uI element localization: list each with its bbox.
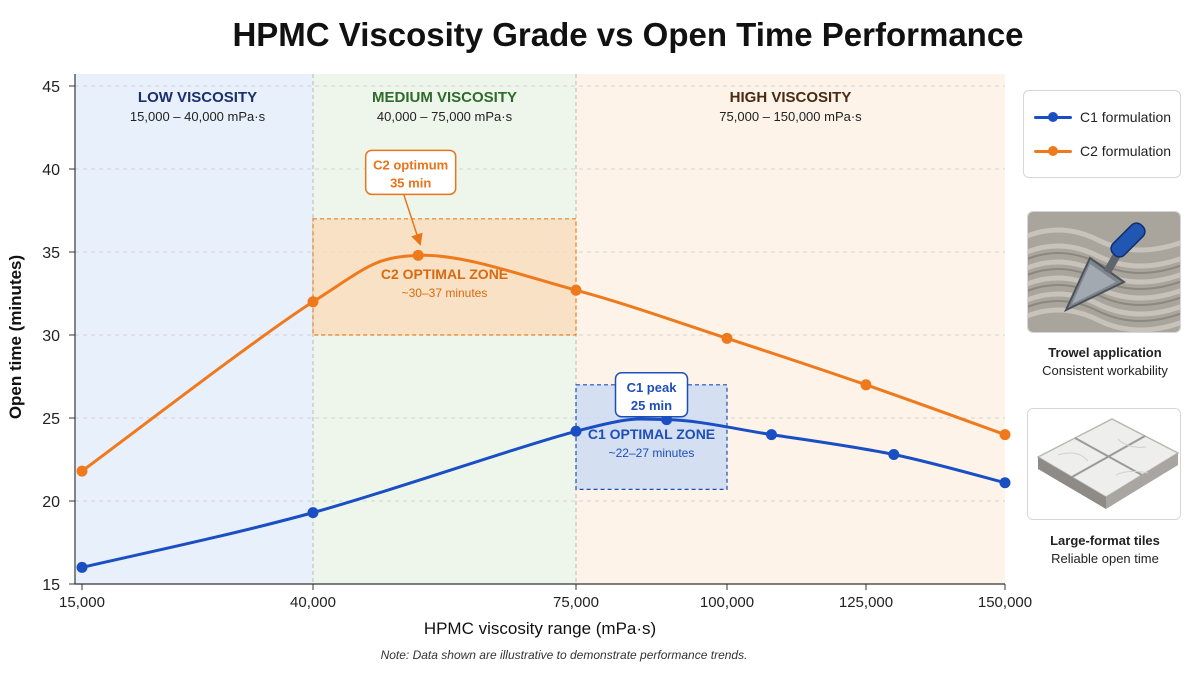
y-tick-label-20: 20 (42, 494, 60, 511)
legend-label-c1: C1 formulation (1080, 109, 1172, 125)
x-tick-label-40000: 40,000 (290, 594, 336, 611)
x-tick-label-125000: 125,000 (839, 594, 893, 611)
region-1-label: LOW VISCOSITY (138, 89, 257, 106)
legend: C1 formulation C2 formulation (1023, 90, 1181, 178)
trowel-card (1027, 211, 1181, 333)
y-tick-label-25: 25 (42, 411, 60, 428)
x-tick-label-15000: 15,000 (59, 594, 105, 611)
legend-label-c2: C2 formulation (1080, 143, 1172, 159)
trowel-caption-subtitle: Consistent workability (1042, 363, 1168, 378)
y-axis-label: Open time (minutes) (6, 255, 25, 419)
region-backgrounds: LOW VISCOSITY 15,000 – 40,000 mPa·s MEDIUM… (76, 74, 1005, 584)
tiles-icon (1028, 409, 1180, 519)
region-3-range: 75,000 – 150,000 mPa·s (719, 109, 862, 124)
region-1-range: 15,000 – 40,000 mPa·s (130, 109, 266, 124)
callouts: C2 optimum 35 min C1 peak 25 min (364, 149, 689, 418)
tiles-caption-title: Large-format tiles (1050, 533, 1160, 548)
tiles-caption-subtitle: Reliable open time (1051, 551, 1159, 566)
c1-callout-value: 25 min (631, 398, 672, 413)
c2-callout-value: 35 min (390, 175, 431, 190)
c2-zone-label: C2 OPTIMAL ZONE (381, 266, 508, 282)
legend-swatch-c2 (1034, 141, 1072, 161)
c1-point-1 (76, 561, 88, 573)
y-tick-label-15: 15 (42, 577, 60, 594)
c2-point-4 (570, 284, 582, 296)
y-tick-label-35: 35 (42, 245, 60, 262)
c1-point-6 (888, 449, 900, 461)
x-axis-label: HPMC viscosity range (mPa·s) (424, 619, 656, 638)
c2-point-6 (860, 379, 872, 391)
c1-point-7 (999, 477, 1011, 489)
legend-item-c2: C2 formulation (1034, 141, 1171, 161)
c1-callout-box (614, 372, 689, 418)
trowel-caption: Trowel application Consistent workabilit… (1010, 345, 1200, 378)
tiles-card (1027, 408, 1181, 520)
x-tick-label-75000: 75,000 (553, 594, 599, 611)
c2-callout-box (364, 149, 457, 196)
tiles-caption: Large-format tiles Reliable open time (1010, 533, 1200, 566)
c1-point-3 (570, 425, 582, 437)
region-2-range: 40,000 – 75,000 mPa·s (377, 109, 513, 124)
c2-zone-sublabel: ~30–37 minutes (402, 286, 488, 300)
c1-series-line (81, 417, 1006, 569)
c2-point-5 (721, 332, 733, 344)
c2-point-1 (76, 465, 88, 477)
c1-zone-label: C1 OPTIMAL ZONE (588, 426, 715, 442)
y-tick-label-30: 30 (42, 328, 60, 345)
chart-title: HPMC Viscosity Grade vs Open Time Perfor… (232, 16, 1023, 53)
trowel-icon (1028, 212, 1180, 332)
series (76, 249, 1011, 573)
c2-point-2 (307, 296, 319, 308)
y-tick-label-45: 45 (42, 79, 60, 96)
region-3-label: HIGH VISCOSITY (730, 89, 852, 106)
c2-callout-title: C2 optimum (373, 157, 448, 172)
trowel-caption-title: Trowel application (1048, 345, 1162, 360)
x-tick-label-150000: 150,000 (978, 594, 1032, 611)
y-tick-label-40: 40 (42, 162, 60, 179)
c1-callout-title: C1 peak (627, 380, 678, 395)
c1-point-5 (765, 429, 777, 441)
region-1-background (76, 74, 313, 584)
c1-zone-sublabel: ~22–27 minutes (609, 446, 695, 460)
c1-point-2 (307, 507, 319, 519)
legend-swatch-c1 (1034, 107, 1072, 127)
chart-note: Note: Data shown are illustrative to dem… (381, 648, 748, 662)
c2-callout-arrow (402, 194, 423, 246)
legend-item-c1: C1 formulation (1034, 107, 1171, 127)
region-2-label: MEDIUM VISCOSITY (372, 89, 517, 106)
c2-point-7 (999, 429, 1011, 441)
x-tick-label-100000: 100,000 (700, 594, 754, 611)
axes: 15 20 25 30 35 40 45 15,000 40,000 75,000 100,000 1… (42, 74, 1032, 611)
c2-point-3 (412, 249, 424, 261)
region-3-background (576, 74, 1005, 584)
